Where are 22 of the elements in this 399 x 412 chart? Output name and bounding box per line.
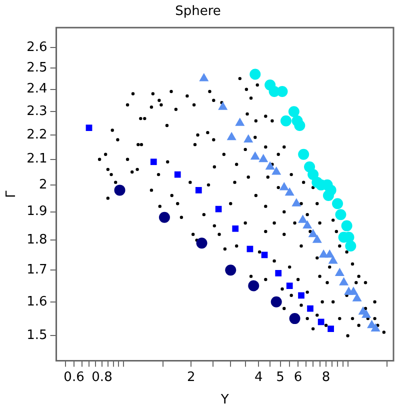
y-tick-label: 1.7 bbox=[26, 262, 48, 278]
y-tick-label: 1.8 bbox=[26, 232, 48, 248]
chart-title: Sphere bbox=[175, 4, 221, 20]
x-tick-label: 6 bbox=[294, 370, 302, 385]
y-tick-label: 2.6 bbox=[26, 40, 48, 55]
x-tick-label: 0.6 bbox=[64, 370, 84, 385]
y-tick-label: 2 bbox=[38, 177, 48, 192]
x-tick-label: 0.8 bbox=[92, 370, 112, 385]
y-tick-label: 2.4 bbox=[26, 82, 48, 97]
y-tick-label: 2.5 bbox=[26, 60, 48, 76]
y-tick-label: 2.1 bbox=[26, 152, 48, 167]
x-tick-label: 4 bbox=[254, 370, 263, 385]
x-tick-label: 2 bbox=[187, 370, 196, 385]
x-tick-label: 5 bbox=[276, 370, 284, 385]
y-tick-label: 1.5 bbox=[26, 328, 48, 344]
y-tick-label: 1.6 bbox=[26, 294, 48, 310]
y-axis-title: Γ bbox=[4, 190, 20, 198]
y-tick-label: 2.2 bbox=[26, 127, 48, 142]
x-tick-label: 8 bbox=[322, 370, 330, 385]
y-tick-label: 2.3 bbox=[26, 104, 48, 120]
y-tick-label: 1.9 bbox=[26, 204, 48, 220]
x-axis-title: Y bbox=[220, 392, 229, 408]
